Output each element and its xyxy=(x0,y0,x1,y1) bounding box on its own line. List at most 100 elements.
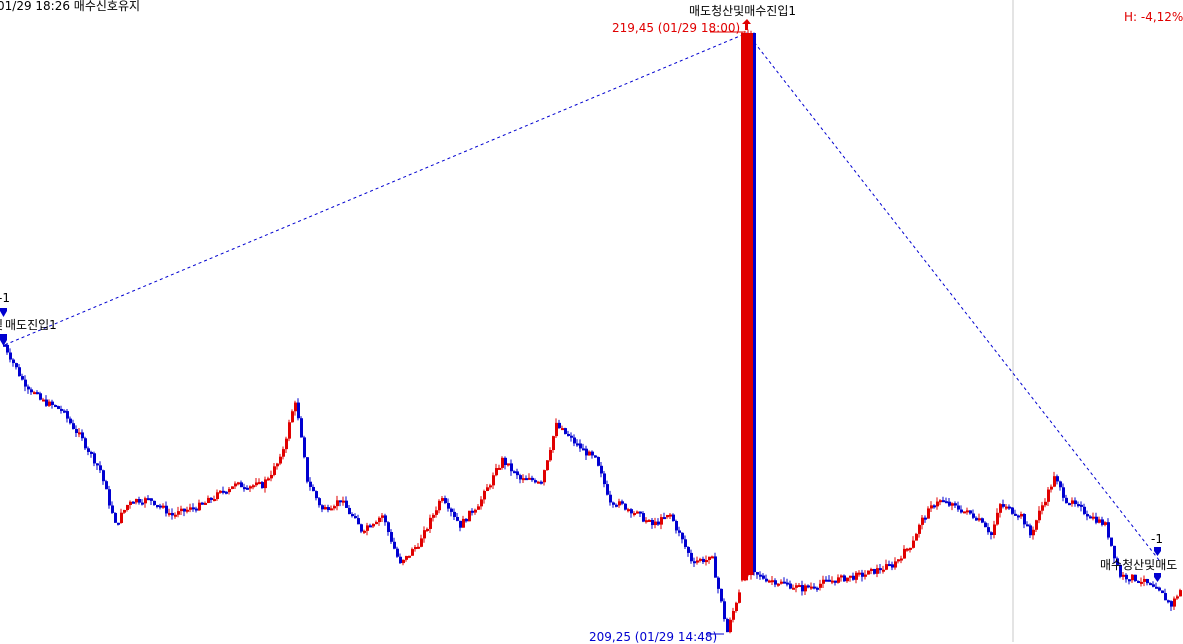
candle-body xyxy=(1125,574,1128,580)
sell-arrow-icon xyxy=(0,308,7,317)
candle-body xyxy=(804,585,807,592)
candle-body xyxy=(858,572,861,575)
candle-body xyxy=(885,564,888,570)
signal-link-line xyxy=(746,32,1160,561)
candle-body xyxy=(339,500,342,503)
candle-body xyxy=(1086,513,1089,517)
candle-body xyxy=(324,507,327,510)
candle-body xyxy=(1050,486,1053,490)
candle-body xyxy=(336,500,339,507)
candle-body xyxy=(345,500,348,508)
candle-body xyxy=(534,480,537,483)
signal-qty-sell-2: -1 xyxy=(1151,532,1163,546)
candle-body xyxy=(675,521,678,531)
candle-body xyxy=(453,511,456,517)
candle-body xyxy=(198,502,201,511)
candle-body xyxy=(492,475,495,486)
candle-body xyxy=(870,568,873,571)
candle-body xyxy=(738,592,741,603)
candle-body xyxy=(153,500,156,505)
candle-body xyxy=(168,512,171,515)
candle-body xyxy=(717,577,720,589)
candle-body xyxy=(1113,545,1116,559)
candle-body xyxy=(285,438,288,450)
signal-link-line xyxy=(4,32,748,346)
candle-body xyxy=(990,532,993,536)
candle-body xyxy=(1002,504,1005,507)
candle-body xyxy=(801,585,804,592)
candle-body xyxy=(663,517,666,520)
candle-body xyxy=(120,512,123,524)
candle-body xyxy=(732,611,735,620)
candle-body xyxy=(183,508,186,512)
candle-body xyxy=(483,490,486,500)
candle-body xyxy=(696,560,699,563)
candle-body xyxy=(318,498,321,506)
candle-body xyxy=(66,411,69,419)
candle-body xyxy=(954,503,957,506)
candle-body xyxy=(768,580,771,583)
candle-body xyxy=(72,423,75,429)
candle-body xyxy=(504,457,507,466)
candle-body xyxy=(162,505,165,508)
candle-body xyxy=(510,463,513,472)
candle-body xyxy=(1149,583,1152,586)
candle-body xyxy=(891,564,894,568)
candle-body xyxy=(87,448,90,452)
candle-body xyxy=(93,453,96,464)
candle-body xyxy=(867,570,870,575)
candle-body xyxy=(270,474,273,479)
candle-body xyxy=(843,575,846,582)
candle-body xyxy=(1011,507,1014,514)
candle-body xyxy=(1083,506,1086,514)
candle-body xyxy=(399,556,402,564)
candle-body xyxy=(576,443,579,446)
candle-body xyxy=(447,503,450,509)
candle-body xyxy=(816,587,819,590)
candle-body xyxy=(657,521,660,525)
candle-body xyxy=(288,422,291,439)
candle-body xyxy=(687,546,690,553)
candle-body xyxy=(294,402,297,412)
candle-body xyxy=(849,575,852,578)
candle-body xyxy=(429,517,432,529)
candle-body xyxy=(531,477,534,481)
candle-body xyxy=(225,491,228,494)
candle-body xyxy=(1089,516,1092,519)
candle-body xyxy=(813,586,816,589)
candle-body xyxy=(987,527,990,533)
candle-body xyxy=(258,482,261,485)
candle-body xyxy=(1134,574,1137,582)
candle-body xyxy=(216,492,219,500)
buy-arrow-icon xyxy=(742,19,751,30)
candle-body xyxy=(753,33,756,573)
candle-body xyxy=(981,518,984,523)
candle-body xyxy=(561,428,564,431)
candle-body xyxy=(936,501,939,507)
candle-body xyxy=(507,463,510,466)
candle-body xyxy=(252,485,255,488)
candle-body xyxy=(243,487,246,490)
candle-body xyxy=(741,33,745,581)
candle-body xyxy=(384,515,387,523)
candle-body xyxy=(519,475,522,480)
candle-body xyxy=(411,549,414,556)
candle-body xyxy=(21,376,24,380)
candle-body xyxy=(330,508,333,511)
candle-body xyxy=(1173,598,1176,607)
candle-body xyxy=(1116,558,1119,565)
candle-body xyxy=(111,505,114,513)
candle-body xyxy=(1146,578,1149,584)
candle-body xyxy=(207,497,210,503)
candle-body xyxy=(612,502,615,505)
candle-body xyxy=(897,559,900,562)
candle-body xyxy=(993,524,996,536)
candle-body xyxy=(459,520,462,528)
candle-body xyxy=(39,393,42,400)
candle-body xyxy=(864,574,867,577)
candle-body xyxy=(1101,519,1104,525)
candle-body xyxy=(636,511,639,514)
candle-body xyxy=(1005,506,1008,509)
candle-body xyxy=(45,399,48,406)
